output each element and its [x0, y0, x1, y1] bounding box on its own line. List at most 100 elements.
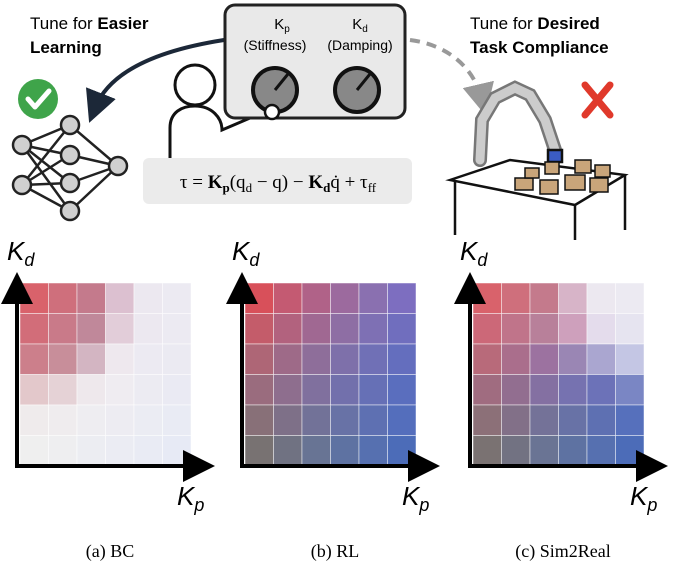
heatmap-cell: [502, 344, 531, 375]
heatmap-cell: [502, 283, 531, 314]
heatmap-cell: [302, 314, 331, 345]
heatmap-cell: [49, 283, 78, 314]
symbol: K: [232, 236, 251, 266]
symbol: K: [630, 481, 649, 511]
heatmap-cell: [473, 405, 502, 436]
heatmap-cell: [49, 344, 78, 375]
heatmap-cell: [473, 436, 502, 467]
heatmap-cell: [20, 375, 49, 406]
label-bold: Easier: [97, 14, 148, 33]
knob: [335, 68, 379, 112]
heatmap-cell: [20, 283, 49, 314]
heatmap-cell: [106, 436, 135, 467]
heatmap-cell: [331, 283, 360, 314]
heatmap-cell: [20, 314, 49, 345]
heatmap-cell: [274, 436, 303, 467]
heatmap-cell: [245, 405, 274, 436]
heatmap-cell: [331, 405, 360, 436]
caption: (a) BC: [86, 541, 135, 562]
heatmap-cell: [530, 375, 559, 406]
heatmap-cell: [616, 405, 645, 436]
heatmap-cell: [163, 344, 192, 375]
axis-label: Kd: [7, 236, 35, 270]
heatmap-cell: [77, 405, 106, 436]
heatmap-cell: [559, 314, 588, 345]
heatmap-cell: [502, 375, 531, 406]
right-label: Tune for Desired: [470, 14, 600, 33]
heatmap-cell: [77, 375, 106, 406]
heatmap-cell: [274, 283, 303, 314]
eq-part: τ =: [180, 172, 208, 193]
heatmap-cell: [559, 436, 588, 467]
heatmap-cell: [77, 344, 106, 375]
heatmap-cell: [616, 283, 645, 314]
symbol: K: [7, 236, 26, 266]
heatmap-cell: [502, 405, 531, 436]
heatmap-cell: [616, 314, 645, 345]
heatmap-cell: [274, 375, 303, 406]
heatmap-cell: [331, 314, 360, 345]
page: Tune for Easier Learning Tune for Desire…: [0, 0, 673, 567]
eq-part: ff: [368, 180, 377, 195]
heatmap-cell: [331, 436, 360, 467]
heatmap-cell: [388, 344, 417, 375]
heatmap-cell: [245, 344, 274, 375]
heatmap-cell: [106, 283, 135, 314]
heatmap-cell: [616, 344, 645, 375]
heatmap-cell: [20, 405, 49, 436]
heatmap-cell: [530, 436, 559, 467]
heatmap-cell: [587, 405, 616, 436]
heatmap-cell: [473, 344, 502, 375]
heatmap-cell: [502, 436, 531, 467]
heatmap-cell: [163, 314, 192, 345]
symbol: K: [177, 481, 196, 511]
symbol: K: [274, 16, 284, 33]
axis-label: Kp: [402, 481, 429, 515]
heatmap-cell: [302, 375, 331, 406]
heatmap-cell: [49, 375, 78, 406]
heatmap-cell: [106, 375, 135, 406]
eq-part: − q) −: [252, 172, 308, 193]
heatmap-cell: [163, 375, 192, 406]
heatmap-cell: [134, 344, 163, 375]
subscript: p: [646, 495, 657, 515]
heatmap-cell: [134, 375, 163, 406]
hand: [265, 105, 279, 119]
knob-name: (Damping): [327, 37, 392, 53]
heatmap-cell: [530, 405, 559, 436]
eq-part: q̇ + τ: [330, 172, 368, 193]
cross-icon: [585, 85, 610, 115]
caption: (b) RL: [311, 541, 360, 562]
label-bold: Desired: [537, 14, 599, 33]
heatmap-cell: [134, 283, 163, 314]
eq-part: (q: [230, 172, 246, 193]
heatmap-cell: [359, 344, 388, 375]
heatmaps: KdKp(a) BCKdKp(b) RLKdKp(c) Sim2Real: [7, 236, 660, 562]
heatmap-cell: [134, 314, 163, 345]
right-label-line2: Task Compliance: [470, 38, 609, 57]
heatmap-cell: [49, 314, 78, 345]
axis-label: Kd: [460, 236, 488, 270]
heatmap-cell: [388, 375, 417, 406]
heatmap-cell: [587, 344, 616, 375]
heatmap-cell: [106, 405, 135, 436]
heatmap-cell: [530, 344, 559, 375]
subscript: d: [24, 250, 35, 270]
equation: τ = Kp(qd − q) − Kdq̇ + τff: [180, 172, 377, 195]
heatmap-cell: [20, 436, 49, 467]
heatmap-cell: [388, 405, 417, 436]
heatmap-cell: [559, 283, 588, 314]
heatmap-cell: [587, 283, 616, 314]
eq-part: K: [308, 172, 323, 193]
heatmap-cell: [302, 344, 331, 375]
subscript: d: [362, 24, 368, 35]
symbol: K: [352, 16, 362, 33]
heatmap-cell: [49, 436, 78, 467]
axis-label: Kd: [232, 236, 260, 270]
caption: (c) Sim2Real: [515, 541, 610, 562]
heatmap-cell: [331, 375, 360, 406]
heatmap-cell: [473, 283, 502, 314]
heatmap-cell: [359, 314, 388, 345]
heatmap-cell: [49, 405, 78, 436]
heatmap-cell: [77, 436, 106, 467]
